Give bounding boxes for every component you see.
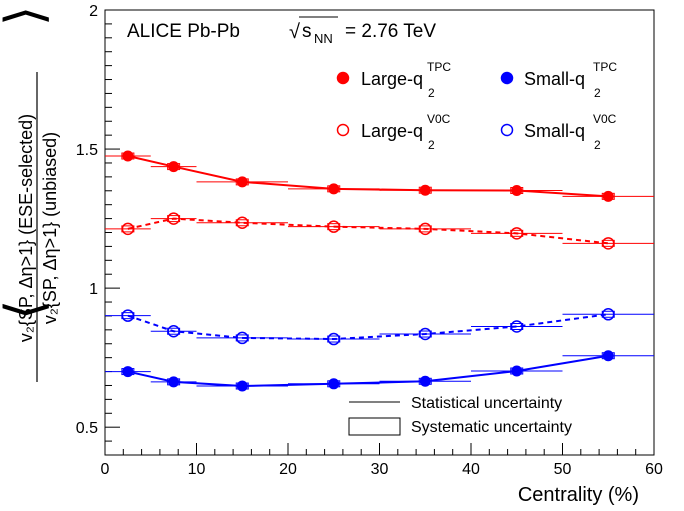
- data-point: [328, 378, 340, 390]
- energy-s: s: [302, 21, 312, 42]
- data-point: [168, 161, 180, 173]
- data-point: [511, 185, 523, 197]
- legend-large-tpc: Large-q 2 TPC: [336, 60, 451, 100]
- data-point: [602, 350, 614, 362]
- series-layer: [105, 150, 654, 392]
- legend-label: Large-q: [361, 69, 423, 89]
- y-axis-bracket-left: ⟨: [0, 300, 54, 320]
- statistical-legend-label: Statistical uncertainty: [411, 395, 562, 412]
- data-point: [602, 308, 615, 321]
- legend-label-sup: TPC: [427, 60, 451, 74]
- legend-marker: [336, 71, 350, 85]
- series-large_v0c: [105, 212, 654, 250]
- data-point: [167, 324, 180, 338]
- legend-label-sub: 2: [428, 138, 435, 152]
- legend-label-sup: V0C: [427, 112, 451, 126]
- sqrt-sign: √: [289, 21, 300, 43]
- y-tick-label: 1.5: [76, 142, 98, 159]
- data-point: [510, 227, 523, 240]
- data-point: [122, 366, 134, 378]
- energy-s-subscript: NN: [314, 31, 333, 46]
- series-large_tpc: [105, 150, 654, 202]
- experiment-header: ALICE Pb-Pb √ s NN = 2.76 TeV: [127, 16, 436, 46]
- y-tick-label: 1: [89, 281, 98, 298]
- legend-label-sup: V0C: [593, 112, 617, 126]
- series-small_v0c: [105, 308, 654, 346]
- data-point: [327, 220, 340, 233]
- data-point: [419, 327, 432, 341]
- data-point: [236, 331, 249, 345]
- data-point: [510, 320, 523, 333]
- y-axis-bracket-right: ⟩: [0, 6, 54, 26]
- data-point: [602, 190, 614, 202]
- data-point: [122, 150, 134, 162]
- data-point: [236, 176, 248, 188]
- data-point: [602, 237, 615, 250]
- y-tick-label: 2: [89, 3, 98, 20]
- legend-label: Small-q: [524, 121, 585, 141]
- experiment-label: ALICE Pb-Pb: [127, 21, 240, 42]
- energy-value: = 2.76 TeV: [345, 21, 436, 42]
- axis-ticks: 0 10 20 30 40 50 60 0.5 1 1.5 2: [76, 3, 663, 478]
- data-point: [511, 365, 523, 377]
- series-small_tpc: [105, 350, 654, 392]
- legend-label-sub: 2: [594, 86, 601, 100]
- legend-small-tpc: Small-q 2 TPC: [500, 60, 617, 100]
- y-axis-denominator: v₂{SP, Δη>1} (unbiased): [40, 132, 60, 324]
- data-point: [327, 332, 340, 346]
- systematic-legend-box: [348, 417, 401, 436]
- y-axis-title: ⟨ ⟩ v₂{SP, Δη>1} (ESE-selected) v₂{SP, Δ…: [0, 6, 60, 382]
- data-point: [328, 183, 340, 195]
- x-tick-label: 0: [101, 461, 110, 478]
- legend-marker: [336, 123, 350, 137]
- x-tick-label: 50: [554, 461, 572, 478]
- legend-marker: [500, 71, 514, 85]
- data-point: [121, 222, 135, 236]
- legend-label: Large-q: [361, 121, 423, 141]
- uncertainty-legend: Statistical uncertainty Systematic uncer…: [348, 395, 572, 436]
- data-point: [419, 184, 431, 196]
- systematic-legend-label: Systematic uncertainty: [411, 419, 572, 436]
- legend-label: Small-q: [524, 69, 585, 89]
- legend-label-sub: 2: [594, 138, 601, 152]
- x-tick-label: 30: [371, 461, 389, 478]
- data-point: [236, 380, 248, 392]
- series-legend: Large-q 2 TPC Small-q 2 TPC Large-q 2 V0…: [336, 60, 617, 152]
- x-tick-label: 20: [279, 461, 297, 478]
- legend-large-v0c: Large-q 2 V0C: [336, 112, 451, 152]
- legend-label-sup: TPC: [593, 60, 617, 74]
- y-axis-numerator: v₂{SP, Δη>1} (ESE-selected): [16, 114, 36, 342]
- legend-small-v0c: Small-q 2 V0C: [500, 112, 617, 152]
- y-tick-label: 0.5: [76, 420, 98, 437]
- x-tick-label: 10: [188, 461, 206, 478]
- data-point: [419, 222, 432, 236]
- data-point: [236, 216, 249, 230]
- data-point: [419, 375, 431, 387]
- data-point: [121, 309, 135, 322]
- data-point: [168, 376, 180, 388]
- x-tick-label: 60: [645, 461, 663, 478]
- legend-marker: [500, 123, 514, 137]
- x-axis-title: Centrality (%): [518, 484, 639, 506]
- data-point: [167, 212, 180, 225]
- x-tick-label: 40: [462, 461, 480, 478]
- legend-label-sub: 2: [428, 86, 435, 100]
